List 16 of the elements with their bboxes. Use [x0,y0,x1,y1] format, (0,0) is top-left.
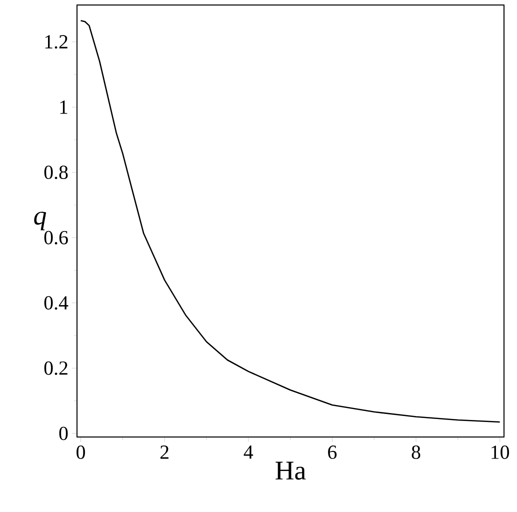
x-tick-label: 8 [412,446,420,459]
x-axis-title: Ha [276,462,306,480]
y-tick-label: 0.2 [44,361,68,375]
x-tick-label: 6 [328,446,337,459]
x-tick-label: 2 [160,446,168,459]
x-tick-label: 4 [244,446,254,459]
y-tick-label: 0.8 [44,166,68,180]
y-tick-label: 1.2 [45,35,68,49]
y-axis-title: q [34,212,46,230]
y-tick-label: 0.6 [44,230,68,244]
y-tick-label: 0 [59,426,68,440]
x-tick-label: 10 [492,446,510,459]
line-series [80,20,500,423]
y-tick-label: 0.4 [44,296,68,310]
y-tick-label: 1 [60,100,68,114]
x-tick-label: 0 [76,446,85,459]
